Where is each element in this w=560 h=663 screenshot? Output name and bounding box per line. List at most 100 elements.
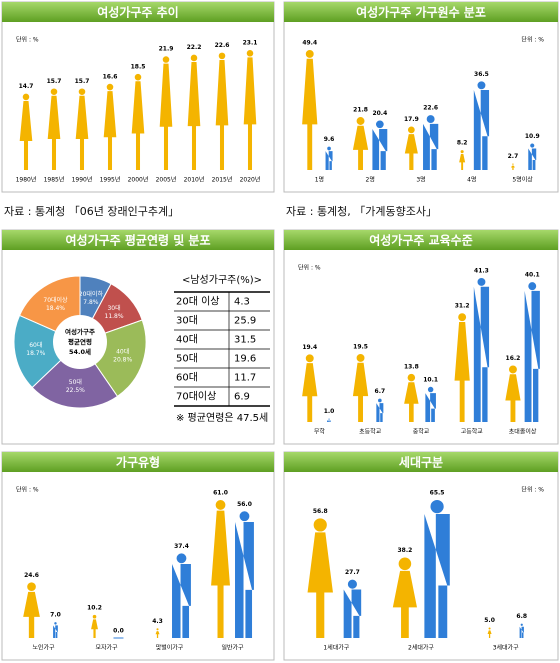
value-label: 10.9 (525, 133, 540, 140)
category-label: 5명이상 (512, 176, 533, 184)
female-figure (23, 582, 40, 638)
slice-name: 20대이하 (79, 290, 104, 298)
table-cell: 19.6 (234, 354, 256, 365)
category-label: 2000년 (128, 176, 149, 184)
category-label: 1995년 (100, 176, 121, 184)
value-label: 15.7 (75, 78, 90, 85)
unit-label: 단위 : % (16, 36, 39, 44)
center-label: 54.0세 (69, 347, 91, 356)
category-label: 1990년 (72, 176, 93, 184)
category-label: 2세대가구 (408, 644, 434, 652)
value-label: 31.2 (455, 303, 470, 310)
value-label: 10.2 (87, 604, 102, 611)
value-label: 18.5 (131, 63, 146, 70)
value-label: 14.7 (19, 83, 34, 90)
value-label: 1.0 (324, 408, 335, 415)
slice-name: 50대 (69, 378, 82, 386)
panel-title: 가구유형 (116, 455, 160, 470)
male-figure (425, 386, 436, 422)
category-label: 모자가구 (95, 644, 118, 652)
value-label: 19.4 (302, 344, 317, 351)
value-label: 5.0 (484, 617, 495, 624)
male-figure (424, 500, 450, 638)
category-label: 2010년 (184, 176, 205, 184)
female-figure (352, 117, 369, 170)
value-label: 56.8 (313, 508, 328, 515)
value-label: 65.5 (430, 490, 445, 497)
male-figure (519, 623, 524, 638)
female-figure (215, 52, 229, 171)
title-bar (2, 2, 274, 22)
female-figure (302, 354, 318, 422)
value-label: 10.1 (423, 376, 438, 383)
value-label: 0.0 (113, 628, 124, 635)
category-label: 1세대가구 (323, 644, 349, 652)
male-figure (528, 143, 537, 170)
category-label: 1명 (315, 176, 324, 184)
panel-title: 여성가구주 추이 (97, 5, 178, 20)
category-label: 맞벌이가구 (156, 644, 184, 652)
value-label: 21.9 (159, 46, 174, 53)
table-cell: 20대 이상 (176, 296, 220, 308)
table-cell: 6.9 (234, 392, 250, 403)
slice-name: 60대 (29, 341, 42, 349)
table-cell: 70대이상 (176, 391, 216, 403)
female-figure (505, 365, 521, 422)
slice-name: 30대 (107, 304, 120, 312)
male-figure (524, 282, 540, 422)
table-note: ※ 평균연령은 47.5세 (176, 412, 268, 424)
male-figure (327, 418, 332, 422)
table-cell: 11.7 (234, 373, 256, 384)
slice-value: 18.7% (26, 350, 45, 357)
category-label: 3명 (416, 176, 425, 184)
table-cell: 31.5 (234, 335, 256, 346)
male-figure (343, 579, 362, 638)
female-figure (47, 88, 61, 170)
table-title: <남성가구주(%)> (182, 274, 262, 286)
value-label: 6.7 (375, 388, 386, 395)
panel (1, 451, 275, 661)
category-label: 2020년 (240, 176, 261, 184)
category-label: 초등학교 (359, 428, 382, 436)
value-label: 27.7 (345, 569, 360, 576)
value-label: 8.2 (457, 140, 468, 147)
category-label: 무학 (314, 428, 326, 436)
unit-label: 단위 : % (521, 486, 544, 494)
male-figure (473, 278, 490, 422)
panel-title: 여성가구주 가구원수 분포 (356, 5, 486, 20)
female-figure (392, 557, 417, 638)
pie-slice (31, 341, 119, 409)
table-cell: 25.9 (234, 316, 256, 327)
panel-title: 여성가구주 교육수준 (369, 233, 473, 248)
title-bar (2, 452, 274, 472)
value-label: 24.6 (24, 572, 39, 579)
value-label: 23.1 (243, 40, 258, 47)
slice-value: 22.5% (66, 387, 85, 394)
male-figure (53, 622, 58, 638)
female-figure (103, 83, 117, 170)
male-figure (235, 511, 254, 638)
category-label: 2명 (366, 176, 375, 184)
female-figure (91, 614, 98, 638)
category-label: 4명 (467, 176, 476, 184)
value-label: 17.9 (404, 116, 419, 123)
unit-label: 단위 : % (16, 486, 39, 494)
title-bar (284, 230, 558, 250)
category-label: 2005년 (156, 176, 177, 184)
female-figure (187, 54, 201, 170)
female-figure (510, 163, 515, 170)
value-label: 6.8 (516, 613, 527, 620)
title-bar (284, 452, 558, 472)
value-label: 4.3 (152, 618, 163, 625)
male-figure (423, 115, 439, 170)
category-label: 초대졸이상 (509, 428, 537, 436)
value-label: 13.8 (404, 363, 419, 370)
value-label: 41.3 (474, 268, 489, 275)
category-label: 노인가구 (32, 644, 55, 652)
value-label: 38.2 (398, 547, 413, 554)
value-label: 20.4 (372, 110, 387, 117)
table-cell: 50대 (176, 353, 198, 365)
value-label: 16.6 (103, 73, 118, 80)
pie-center (53, 315, 107, 369)
category-label: 일반가구 (221, 644, 244, 652)
